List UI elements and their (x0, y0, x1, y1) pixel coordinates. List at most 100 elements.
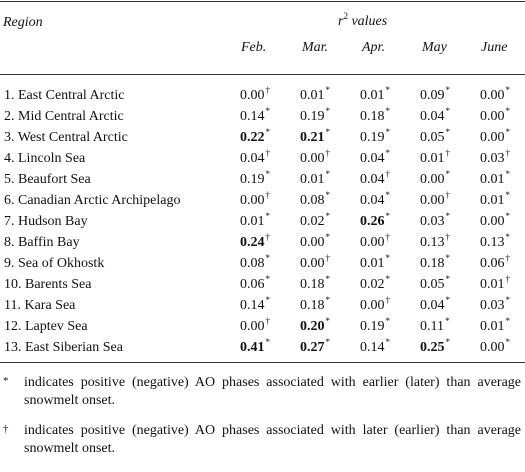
r2-value-cell: 0.26* (360, 211, 390, 230)
r2-value-cell: 0.00* (480, 106, 510, 125)
r2-value-cell: 0.03* (420, 211, 450, 230)
r2-value-cell: 0.41* (240, 337, 271, 356)
r2-value-cell: 0.18* (300, 274, 330, 293)
r2-value-cell: 0.01† (480, 274, 511, 293)
significance-marker: † (325, 148, 331, 158)
r2-value: 0.00 (420, 172, 445, 187)
footnote-text: indicates positive (negative) AO phases … (24, 423, 521, 456)
r2-value: 0.01 (240, 214, 265, 229)
r2-value: 0.02 (300, 214, 325, 229)
r2-value-cell: 0.01* (480, 316, 511, 335)
region-name: 4. Lincoln Sea (4, 151, 86, 166)
significance-marker: * (325, 211, 331, 221)
region-name: 1. East Central Arctic (4, 88, 125, 103)
r2-value: 0.04 (240, 151, 265, 166)
significance-marker: * (265, 169, 271, 179)
r2-value: 0.41 (240, 340, 265, 355)
significance-marker: * (445, 127, 451, 137)
significance-marker: * (505, 169, 511, 179)
table-row: 9. Sea of Okhostk 0.08* 0.00† 0.01* 0.18* 0.0… (0, 253, 525, 274)
month-header-june: June (481, 40, 508, 55)
significance-marker: † (445, 148, 451, 158)
significance-marker: * (265, 127, 271, 137)
significance-marker: * (505, 127, 511, 137)
significance-marker: * (505, 232, 511, 242)
r2-value: 0.00 (240, 319, 265, 334)
r2-value-cell: 0.22* (240, 127, 271, 146)
r2-value: 0.03 (480, 151, 505, 166)
r2-value: 0.03 (480, 298, 505, 313)
r2-value: 0.00 (300, 235, 325, 250)
r2-value-cell: 0.01* (300, 169, 331, 188)
r2-value-cell: 0.11* (420, 316, 449, 335)
r2-value: 0.09 (420, 88, 445, 103)
r2-value-cell: 0.18* (300, 295, 330, 314)
significance-marker: * (325, 190, 331, 200)
r2-value: 0.00 (480, 109, 505, 124)
r2-value-cell: 0.00* (480, 337, 510, 356)
significance-marker: † (325, 253, 331, 263)
significance-marker: † (265, 190, 271, 200)
significance-marker: * (265, 106, 271, 116)
r2-value-cell: 0.05* (420, 127, 451, 146)
significance-marker: † (445, 232, 451, 242)
table-row: 13. East Siberian Sea 0.41* 0.27* 0.14* 0.25… (0, 337, 525, 358)
r2-value-cell: 0.00† (420, 190, 450, 209)
significance-marker: † (385, 295, 391, 305)
r2-value-cell: 0.00* (480, 211, 510, 230)
significance-marker: † (505, 148, 511, 158)
significance-marker: * (265, 274, 271, 284)
r2-value-cell: 0.14* (240, 295, 271, 314)
r2-value: 0.19 (360, 130, 385, 145)
significance-marker: * (505, 316, 511, 326)
significance-marker: * (265, 337, 271, 347)
region-name: 9. Sea of Okhostk (4, 256, 105, 271)
significance-marker: † (385, 169, 391, 179)
r2-value-cell: 0.06* (240, 274, 271, 293)
r2-value: 0.03 (420, 214, 445, 229)
significance-marker: * (445, 253, 451, 263)
r2-value: 0.06 (480, 256, 505, 271)
r2-value-cell: 0.24† (240, 232, 270, 251)
r2-value-cell: 0.04* (420, 295, 450, 314)
r2-value-cell: 0.01* (300, 85, 330, 104)
significance-marker: * (265, 211, 271, 221)
significance-marker: * (385, 316, 391, 326)
r2-value-cell: 0.02* (360, 274, 390, 293)
r2-value-cell: 0.13* (480, 232, 511, 251)
r2-value: 0.19 (240, 172, 265, 187)
r2-value: 0.01 (420, 151, 445, 166)
significance-marker: * (325, 169, 331, 179)
r2-value-cell: 0.01* (360, 85, 390, 104)
r2-value-cell: 0.19* (360, 127, 390, 146)
r2-value: 0.14 (240, 109, 265, 124)
r2-value: 0.00 (480, 130, 505, 145)
r2-value-cell: 0.01* (480, 169, 511, 188)
r2-value-cell: 0.01* (240, 211, 271, 230)
month-header-feb: Feb. (241, 40, 267, 55)
r2-value: 0.01 (480, 319, 505, 334)
r2-value: 0.26 (360, 214, 385, 229)
table-row: 12. Laptev Sea 0.00† 0.20* 0.19* 0.11* 0.01* (0, 316, 525, 337)
r2-value: 0.00 (240, 88, 265, 103)
r2-value-cell: 0.19* (240, 169, 271, 188)
region-column-header: Region (3, 15, 43, 30)
r2-value-cell: 0.04* (420, 106, 450, 125)
table-row: 3. West Central Arctic 0.22* 0.21* 0.19* 0.0… (0, 127, 525, 148)
r2-value-cell: 0.08* (300, 190, 331, 209)
r2-value: 0.05 (420, 277, 445, 292)
r2-value-cell: 0.25* (420, 337, 450, 356)
significance-marker: * (325, 232, 331, 242)
r2-value-cell: 0.18* (420, 253, 451, 272)
significance-marker: * (265, 253, 271, 263)
r2-value-cell: 0.00† (300, 148, 331, 167)
footnote-text: indicates positive (negative) AO phases … (24, 375, 521, 408)
r2-value: 0.14 (240, 298, 265, 313)
r2-value: 0.27 (300, 340, 325, 355)
month-header-may: May (422, 40, 447, 55)
significance-marker: * (265, 295, 271, 305)
r2-value: 0.04 (360, 151, 385, 166)
r2-values-header: r2 values (338, 11, 387, 30)
significance-marker: † (505, 274, 511, 284)
